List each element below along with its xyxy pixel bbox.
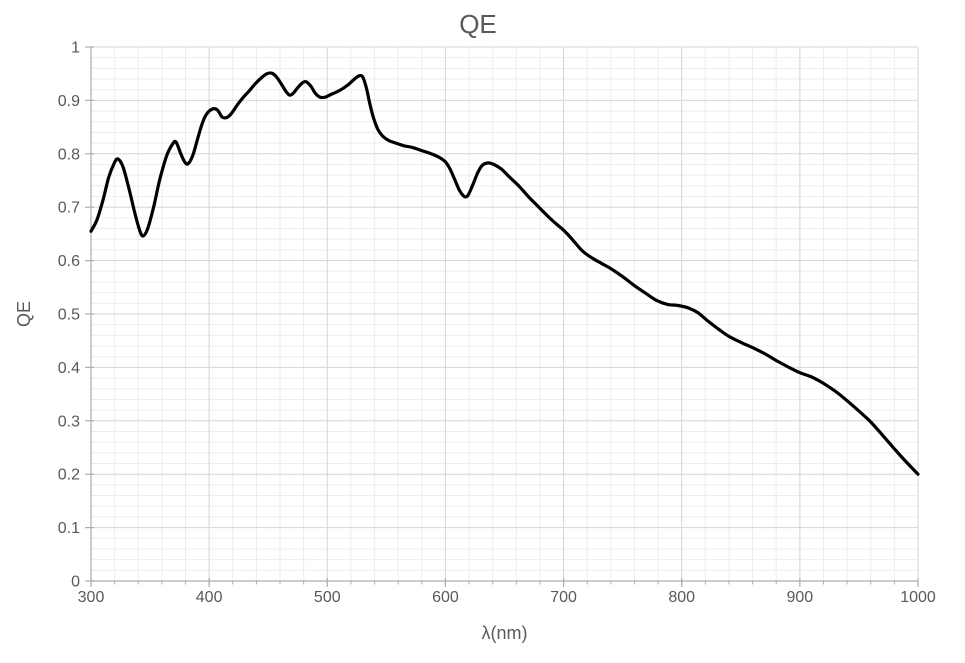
x-tick-label: 800 bbox=[668, 589, 695, 606]
x-tick-labels: 300 400 500 600 700 800 900 1000 bbox=[78, 589, 936, 606]
x-tick-label: 700 bbox=[550, 589, 577, 606]
x-tick-label: 400 bbox=[196, 589, 223, 606]
x-axis-title: λ(nm) bbox=[482, 623, 528, 643]
y-tick-labels: 0 0.1 0.2 0.3 0.4 0.5 0.6 0.7 0.8 0.9 1 bbox=[58, 40, 80, 591]
y-tick-label: 0.5 bbox=[58, 307, 80, 324]
chart-title: QE bbox=[459, 9, 497, 39]
x-tick-label: 300 bbox=[78, 589, 105, 606]
y-tick-label: 0 bbox=[71, 574, 80, 591]
y-tick-label: 0.2 bbox=[58, 467, 80, 484]
y-tick-label: 1 bbox=[71, 40, 80, 57]
x-tick-label: 600 bbox=[432, 589, 459, 606]
y-tick-label: 0.3 bbox=[58, 413, 80, 430]
y-tick-label: 0.6 bbox=[58, 253, 80, 270]
x-tick-label: 500 bbox=[314, 589, 341, 606]
y-tick-label: 0.4 bbox=[58, 360, 80, 377]
y-tick-label: 0.9 bbox=[58, 93, 80, 110]
y-tick-label: 0.8 bbox=[58, 146, 80, 163]
x-tick-label: 1000 bbox=[900, 589, 936, 606]
y-tick-label: 0.7 bbox=[58, 200, 80, 217]
tick-marks bbox=[85, 46, 919, 587]
x-tick-label: 900 bbox=[787, 589, 814, 606]
y-axis-title: QE bbox=[14, 301, 34, 327]
y-tick-label: 0.1 bbox=[58, 520, 80, 537]
qe-curve-line bbox=[89, 71, 920, 476]
major-gridlines bbox=[91, 46, 919, 581]
